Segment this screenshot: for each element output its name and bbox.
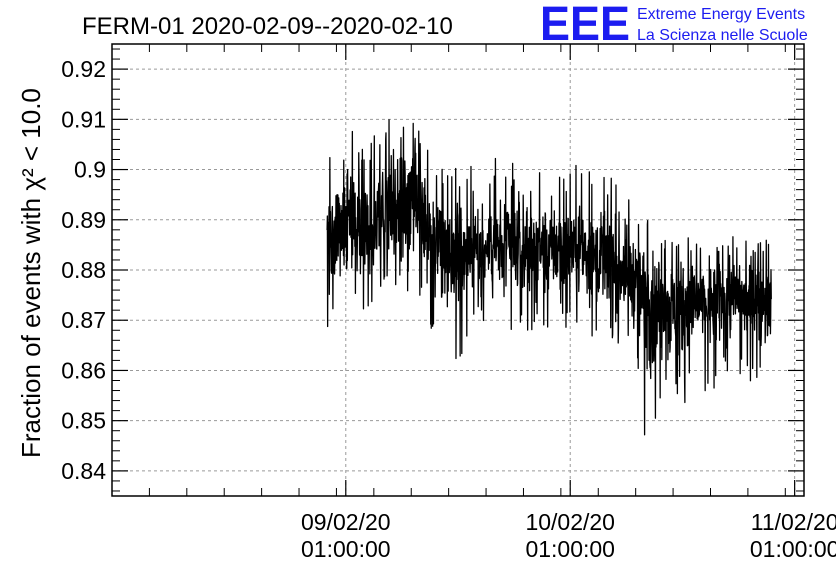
series-line — [326, 119, 772, 436]
eee-logo: EEE — [540, 0, 630, 51]
chart-title: FERM-01 2020-02-09--2020-02-10 — [82, 13, 453, 40]
y-tick-label: 0.87 — [61, 307, 106, 333]
data-series — [326, 119, 772, 436]
y-tick-label: 0.86 — [61, 357, 106, 383]
eee-logo-text: EEE — [540, 0, 630, 51]
org-tagline: La Scienza nelle Scuole — [637, 27, 808, 44]
x-tick-label-date: 11/02/20 — [751, 509, 836, 535]
y-tick-label: 0.89 — [61, 207, 106, 233]
x-tick-label-time: 01:00:00 — [750, 536, 836, 562]
y-axis: 0.84 0.85 0.86 0.87 0.88 0.89 0.9 0.91 0.92 — [61, 48, 804, 492]
org-name: Extreme Energy Events — [637, 6, 805, 23]
x-tick-label-date: 09/02/20 — [301, 509, 391, 535]
x-tick-label-time: 01:00:00 — [301, 536, 391, 562]
plot-frame — [111, 43, 805, 497]
y-tick-label: 0.91 — [61, 106, 106, 132]
x-axis: 09/02/2001:00:0010/02/2001:00:0011/02/20… — [111, 44, 836, 562]
x-tick-label-time: 01:00:00 — [525, 536, 615, 562]
y-axis-label: Fraction of events with χ² < 10.0 — [16, 88, 46, 458]
y-tick-label: 0.88 — [61, 257, 106, 283]
y-tick-label: 0.9 — [74, 157, 106, 183]
y-tick-label: 0.84 — [61, 458, 106, 484]
y-tick-label: 0.92 — [61, 56, 106, 82]
y-tick-label: 0.85 — [61, 408, 106, 434]
x-tick-label-date: 10/02/20 — [525, 509, 615, 535]
